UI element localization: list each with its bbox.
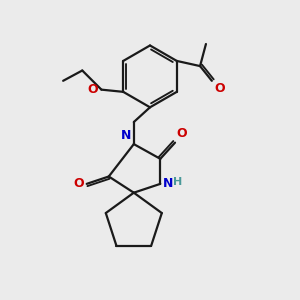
Text: O: O — [74, 177, 84, 190]
Text: H: H — [173, 176, 182, 187]
Text: O: O — [176, 127, 187, 140]
Text: O: O — [88, 83, 98, 96]
Text: O: O — [214, 82, 225, 95]
Text: N: N — [163, 177, 174, 190]
Text: N: N — [121, 129, 131, 142]
